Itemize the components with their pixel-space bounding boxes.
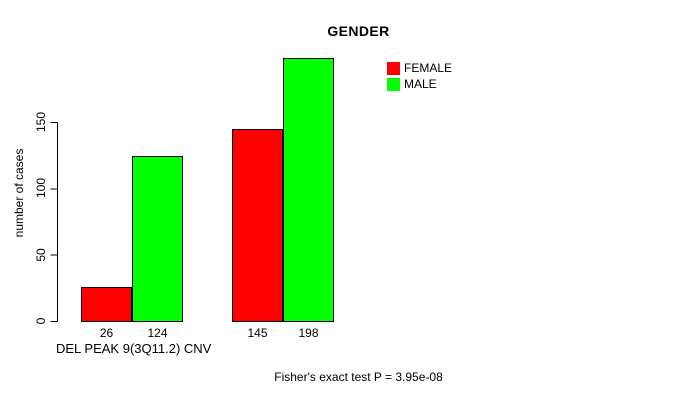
- chart-title: GENDER: [327, 23, 390, 39]
- bar-value-label: 145: [247, 326, 268, 340]
- female-color-swatch: [387, 62, 400, 75]
- bar-female: [232, 129, 283, 322]
- y-tick-label: 50: [34, 247, 48, 262]
- y-axis-label: number of cases: [12, 148, 26, 238]
- y-tick-label: 100: [34, 178, 48, 199]
- y-tick-label: 0: [34, 317, 48, 325]
- legend-item-male: MALE: [387, 78, 452, 91]
- bar-value-label: 124: [147, 326, 168, 340]
- bar-male: [283, 58, 334, 322]
- male-color-swatch: [387, 78, 400, 91]
- bar-value-label: 26: [99, 326, 114, 340]
- bar-male: [132, 156, 183, 322]
- legend-item-female: FEMALE: [387, 62, 452, 75]
- bar-female: [81, 287, 132, 322]
- x-axis-label: DEL PEAK 9(3Q11.2) CNV: [56, 341, 212, 356]
- legend-label-female: FEMALE: [404, 61, 453, 75]
- bar-value-label: 198: [298, 326, 319, 340]
- legend: FEMALE MALE: [387, 62, 452, 94]
- y-tick-label: 150: [34, 111, 48, 133]
- stat-test-annotation: Fisher's exact test P = 3.95e-08: [274, 370, 443, 384]
- legend-label-male: MALE: [404, 77, 437, 91]
